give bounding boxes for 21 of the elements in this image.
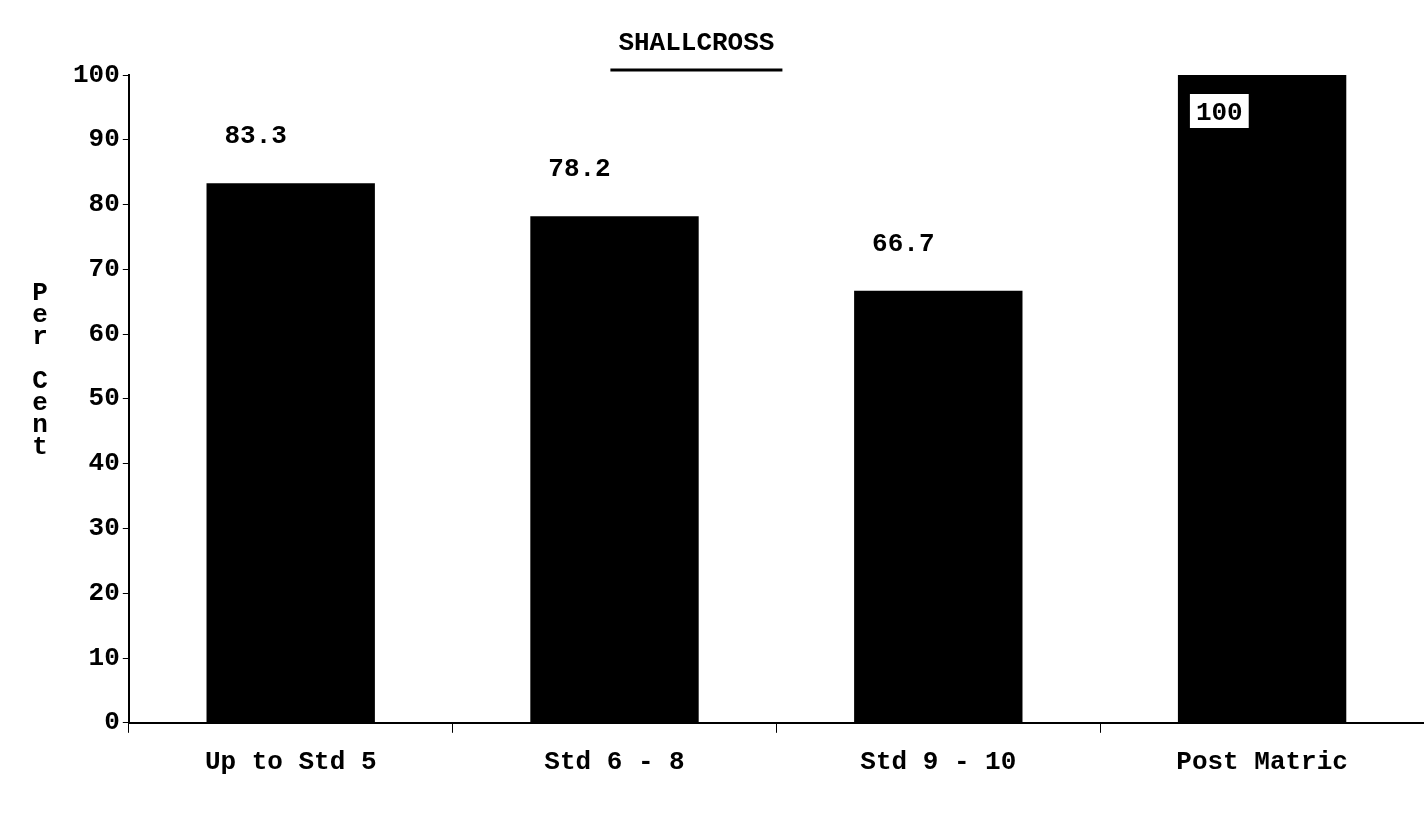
y-tick-label: 10 (88, 642, 120, 673)
x-tick-label: Std 9 - 10 (860, 746, 1017, 777)
data-label: 66.7 (872, 228, 935, 259)
y-tick-label: 70 (88, 253, 120, 284)
data-label: 78.2 (548, 154, 611, 185)
y-tick-label: 0 (104, 707, 120, 738)
y-tick-label: 80 (88, 189, 120, 220)
x-tick-label: Std 6 - 8 (544, 746, 685, 777)
y-axis-title: Per Cent (32, 278, 48, 462)
chart-title: SHALLCROSS (618, 28, 775, 58)
y-tick-label: 20 (88, 577, 120, 608)
y-tick-label: 30 (88, 513, 120, 544)
y-tick-label: 90 (88, 124, 120, 155)
data-label: 83.3 (224, 121, 287, 152)
y-tick-label: 40 (88, 448, 120, 479)
y-tick-label: 50 (88, 383, 120, 414)
y-tick-label: 60 (88, 318, 120, 349)
x-tick-label: Post Matric (1176, 746, 1348, 777)
x-tick-label: Up to Std 5 (204, 746, 377, 777)
data-label: 100 (1195, 98, 1243, 128)
y-tick-label: 100 (73, 59, 120, 90)
